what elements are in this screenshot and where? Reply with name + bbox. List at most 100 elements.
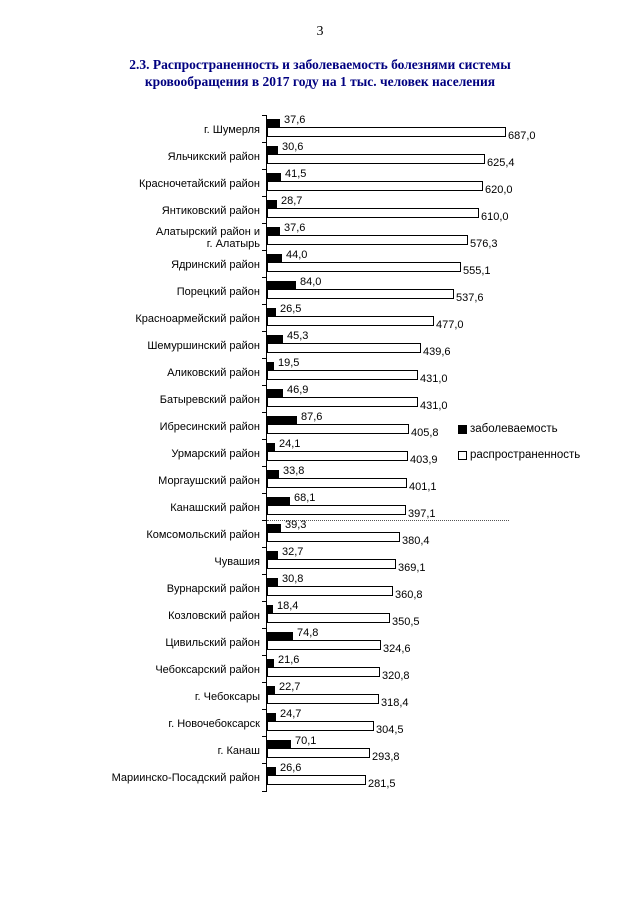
prevalence-bar xyxy=(267,154,485,164)
incidence-value: 18,4 xyxy=(277,600,299,612)
chart-row: г. Шумерля 37,6 687,0 xyxy=(0,114,640,143)
prevalence-value: 369,1 xyxy=(398,562,426,574)
prevalence-value: 625,4 xyxy=(487,157,515,169)
incidence-value: 37,6 xyxy=(284,114,306,126)
incidence-value: 24,7 xyxy=(280,708,302,720)
incidence-bar xyxy=(267,173,281,181)
prevalence-value: 320,8 xyxy=(382,670,410,682)
category-label: Алатырский район и г. Алатырь xyxy=(155,225,260,250)
title-line2: кровообращения в 2017 году на 1 тыс. чел… xyxy=(144,74,496,89)
prevalence-bar xyxy=(267,613,390,623)
bar-group: 26,5 477,0 xyxy=(262,304,640,332)
incidence-value: 30,6 xyxy=(282,141,304,153)
incidence-value: 84,0 xyxy=(300,276,322,288)
chart-row: Цивильский район 74,8 324,6 xyxy=(0,627,640,656)
incidence-bar xyxy=(267,443,275,451)
chart-legend: заболеваемость распространенность xyxy=(458,416,580,468)
incidence-bar xyxy=(267,524,281,532)
chart-row: Красноармейский район 26,5 477,0 xyxy=(0,304,640,332)
chart-row: Ядринский район 44,0 555,1 xyxy=(0,249,640,278)
chart-row: г. Новочебоксарск 24,7 304,5 xyxy=(0,708,640,737)
prevalence-value: 350,5 xyxy=(392,616,420,628)
bar-group: 39,3 380,4 xyxy=(262,519,640,548)
prevalence-bar xyxy=(267,559,396,569)
prevalence-bar xyxy=(267,775,366,785)
prevalence-value: 318,4 xyxy=(381,697,409,709)
incidence-value: 45,3 xyxy=(287,330,309,342)
legend-label-prevalence: распространенность xyxy=(470,449,581,461)
category-label: Мариинско-Посадский район xyxy=(111,771,260,784)
chart-row: г. Канаш 70,1 293,8 xyxy=(0,736,640,764)
incidence-value: 28,7 xyxy=(281,195,303,207)
bar-group: 32,7 369,1 xyxy=(262,547,640,575)
prevalence-bar xyxy=(267,343,421,353)
prevalence-value: 397,1 xyxy=(408,508,436,520)
bar-group: 24,7 304,5 xyxy=(262,708,640,737)
prevalence-value: 281,5 xyxy=(368,778,396,790)
incidence-value: 24,1 xyxy=(279,438,301,450)
category-label: Ядринский район xyxy=(171,258,260,271)
category-label: Комсомольский район xyxy=(146,528,260,541)
incidence-bar xyxy=(267,389,283,397)
incidence-value: 39,3 xyxy=(285,519,307,531)
incidence-bar xyxy=(267,578,278,586)
bar-group: 46,9 431,0 xyxy=(262,385,640,413)
prevalence-bar xyxy=(267,127,506,137)
prevalence-bar xyxy=(267,532,400,542)
prevalence-bar xyxy=(267,667,380,677)
incidence-bar xyxy=(267,686,275,694)
prevalence-value: 477,0 xyxy=(436,319,464,331)
incidence-value: 44,0 xyxy=(286,249,308,261)
category-label: Батыревский район xyxy=(159,393,260,406)
bar-group: 26,6 281,5 xyxy=(262,763,640,791)
legend-white-square-icon xyxy=(458,450,467,460)
chart-row: Порецкий район 84,0 537,6 xyxy=(0,276,640,305)
prevalence-value: 555,1 xyxy=(463,265,491,277)
incidence-bar xyxy=(267,200,277,208)
prevalence-value: 360,8 xyxy=(395,589,423,601)
prevalence-value: 431,0 xyxy=(420,373,448,385)
chart-row: Моргаушский район 33,8 401,1 xyxy=(0,466,640,494)
axis-end-tick xyxy=(262,791,267,792)
category-label: Моргаушский район xyxy=(158,474,260,487)
prevalence-bar xyxy=(267,505,406,515)
bar-group: 84,0 537,6 xyxy=(262,276,640,305)
category-label: г. Чебоксары xyxy=(194,690,260,703)
category-label: Янтиковский район xyxy=(161,204,260,217)
bar-group: 37,6 576,3 xyxy=(262,222,640,251)
bar-group: 21,6 320,8 xyxy=(262,655,640,683)
incidence-bar xyxy=(267,335,283,343)
chart-row: Яльчикский район 30,6 625,4 xyxy=(0,141,640,170)
prevalence-bar xyxy=(267,748,370,758)
incidence-value: 37,6 xyxy=(284,222,306,234)
prevalence-value: 380,4 xyxy=(402,535,430,547)
prevalence-value: 620,0 xyxy=(485,184,513,196)
incidence-value: 41,5 xyxy=(285,168,307,180)
bar-group: 18,4 350,5 xyxy=(262,600,640,629)
incidence-value: 74,8 xyxy=(297,627,319,639)
bar-group: 19,5 431,0 xyxy=(262,358,640,386)
bar-group: 45,3 439,6 xyxy=(262,330,640,359)
category-label: Порецкий район xyxy=(176,285,260,298)
chart-row: Красночетайский район 41,5 620,0 xyxy=(0,168,640,197)
prevalence-value: 687,0 xyxy=(508,130,536,142)
prevalence-bar xyxy=(267,397,418,407)
bar-group: 41,5 620,0 xyxy=(262,168,640,197)
incidence-bar xyxy=(267,146,278,154)
bar-group: 87,6 405,8 xyxy=(262,411,640,440)
chart-row: Чебоксарский район 21,6 320,8 xyxy=(0,655,640,683)
category-label: Канашский район xyxy=(170,501,260,514)
category-label: Яльчикский район xyxy=(167,150,260,163)
category-label: г. Шумерля xyxy=(203,123,260,136)
prevalence-value: 405,8 xyxy=(411,427,439,439)
incidence-value: 87,6 xyxy=(301,411,323,423)
incidence-bar xyxy=(267,362,274,370)
chart-row: Чувашия 32,7 369,1 xyxy=(0,547,640,575)
prevalence-value: 293,8 xyxy=(372,751,400,763)
chart-row: Шемуршинский район 45,3 439,6 xyxy=(0,330,640,359)
prevalence-bar xyxy=(267,316,434,326)
prevalence-bar xyxy=(267,640,381,650)
category-label: Вурнарский район xyxy=(166,582,260,595)
prevalence-bar xyxy=(267,289,454,299)
category-label: Чебоксарский район xyxy=(155,663,260,676)
